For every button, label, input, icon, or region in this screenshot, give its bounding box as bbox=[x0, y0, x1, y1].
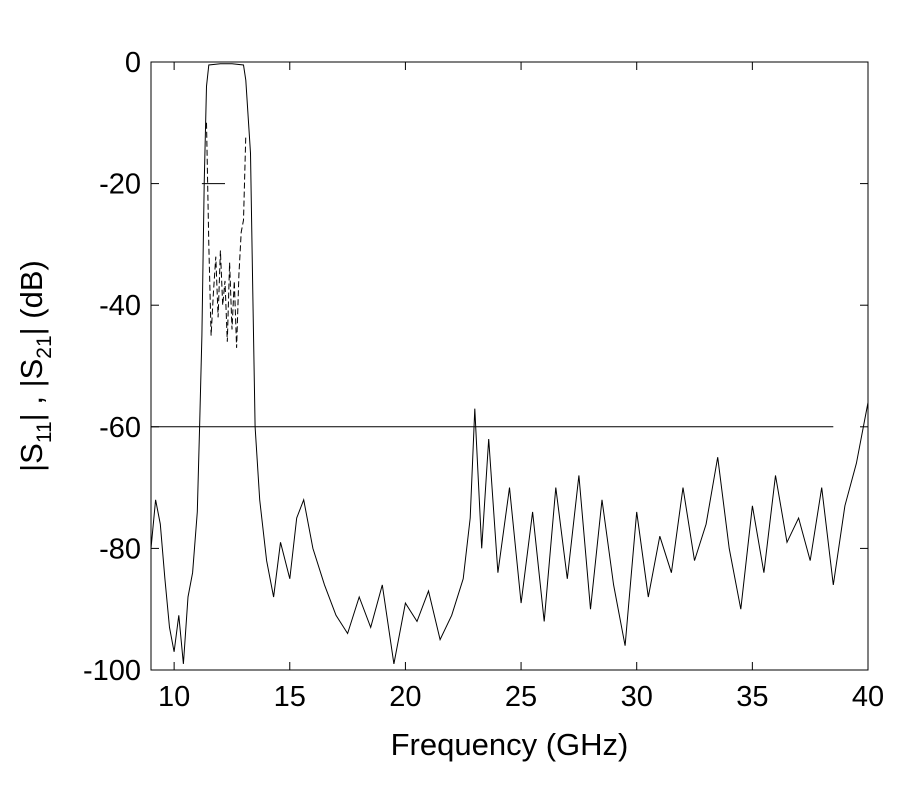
y-axis-label: |S11| , |S21| (dB) bbox=[14, 260, 56, 472]
x-axis-label: Frequency (GHz) bbox=[391, 727, 629, 762]
y-tick-label: -80 bbox=[99, 533, 141, 565]
y-tick-label: -40 bbox=[99, 290, 141, 322]
y-axis-label-subscript: 21 bbox=[33, 335, 56, 358]
y-axis-label-part: |S bbox=[14, 443, 49, 472]
series-line-dashed bbox=[206, 122, 247, 348]
y-tick-label: -20 bbox=[99, 169, 141, 201]
x-axis-ticks: 10 15 20 25 30 35 40 bbox=[158, 62, 884, 713]
x-tick-label: 35 bbox=[736, 681, 768, 713]
plot-frame bbox=[150, 61, 869, 671]
x-tick-label: 25 bbox=[505, 681, 537, 713]
reference-lines bbox=[151, 183, 834, 428]
x-tick-label: 40 bbox=[852, 681, 884, 713]
y-axis-ticks: 0 -20 -40 -60 -80 -100 bbox=[83, 47, 868, 687]
x-tick-label: 15 bbox=[274, 681, 306, 713]
series-line-solid bbox=[150, 63, 869, 664]
y-tick-label: 0 bbox=[125, 47, 141, 79]
y-tick-label: -100 bbox=[83, 655, 141, 687]
y-axis-label-subscript: 11 bbox=[33, 421, 56, 443]
y-axis-label-part: | (dB) bbox=[14, 260, 49, 335]
x-tick-label: 30 bbox=[621, 681, 653, 713]
y-axis-label-part: | , |S bbox=[14, 359, 49, 422]
x-tick-label: 20 bbox=[389, 681, 421, 713]
y-tick-label: -60 bbox=[99, 412, 141, 444]
x-tick-label: 10 bbox=[158, 681, 190, 713]
series-group bbox=[150, 63, 869, 664]
